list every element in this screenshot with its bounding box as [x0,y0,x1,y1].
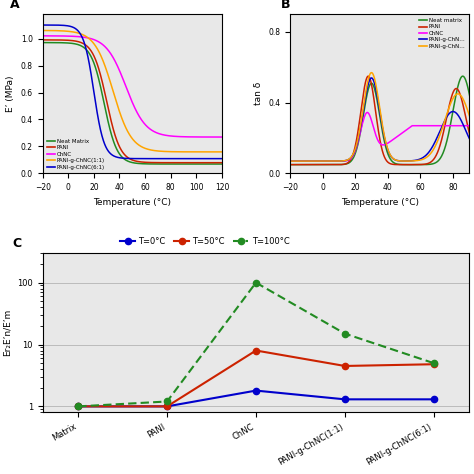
T=100°C [431,360,437,366]
Line: T=100°C: T=100°C [75,280,437,410]
X-axis label: Temperature (°C): Temperature (°C) [341,198,419,207]
T=50°C [164,403,170,409]
T=100°C [164,399,170,404]
Text: A: A [10,0,20,11]
Text: B: B [281,0,291,11]
Y-axis label: E’ (MPa): E’ (MPa) [6,75,15,112]
X-axis label: Temperature (°C): Temperature (°C) [93,198,171,207]
Legend: T=0°C, T=50°C, T=100°C: T=0°C, T=50°C, T=100°C [117,233,292,249]
Y-axis label: tan δ: tan δ [254,82,263,106]
T=0°C [253,388,259,393]
T=50°C [342,363,347,369]
T=50°C [253,347,259,353]
T=50°C [75,403,81,409]
Text: C: C [13,237,22,250]
T=100°C [75,403,81,409]
T=0°C [431,396,437,402]
T=100°C [253,280,259,285]
Line: T=50°C: T=50°C [75,347,437,410]
T=0°C [164,403,170,409]
Y-axis label: Er₂E’n/E’m: Er₂E’n/E’m [3,309,12,356]
Legend: Neat matrix, PANI, ChNC, PANI-g-ChN…, PANI-g-ChN…: Neat matrix, PANI, ChNC, PANI-g-ChN…, PA… [418,17,466,50]
T=0°C [75,403,81,409]
T=50°C [431,361,437,367]
Line: T=0°C: T=0°C [75,387,437,410]
Legend: Neat Matrix, PANI, ChNC, PANI-g-ChNC(1:1), PANI-g-ChNC(6:1): Neat Matrix, PANI, ChNC, PANI-g-ChNC(1:1… [46,138,106,171]
T=0°C [342,396,347,402]
T=100°C [342,331,347,337]
